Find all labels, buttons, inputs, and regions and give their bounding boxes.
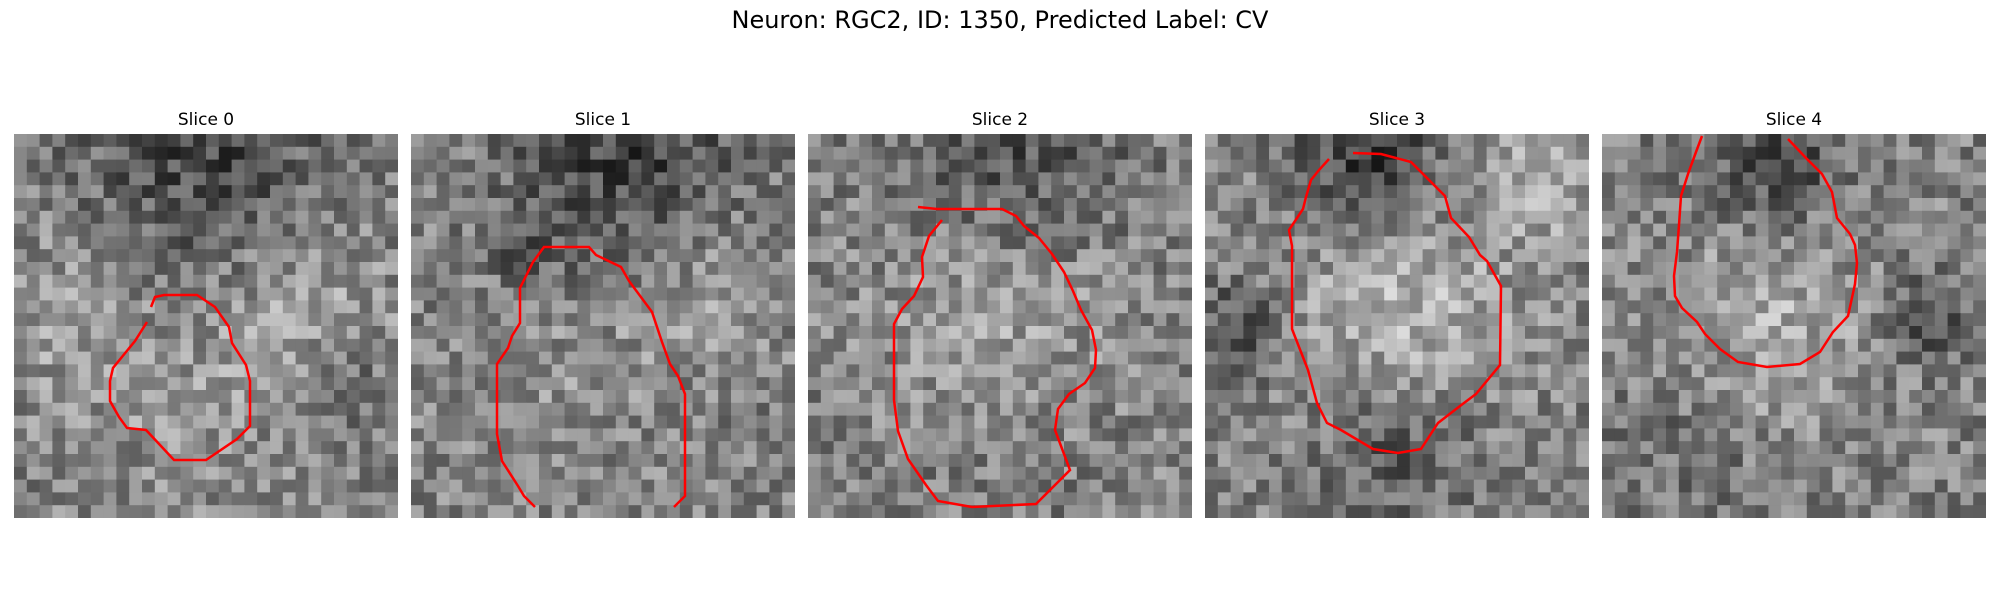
slice-image-4 [1602,134,1986,518]
slice-panel-4: Slice 4 [1602,108,1986,518]
neuron-contour [892,205,1098,509]
neuron-contour [495,245,687,508]
grayscale-pixels [1205,134,1589,518]
slice-title-0: Slice 0 [177,110,235,130]
slice-panel-0: Slice 0 [14,108,398,518]
figure-title: Neuron: RGC2, ID: 1350, Predicted Label:… [731,6,1269,34]
slice-image-0 [14,134,398,518]
neuron-contour [1287,151,1503,455]
grayscale-pixels [411,134,795,518]
neuron-contour [1672,135,1859,369]
grayscale-pixels [808,134,1192,518]
slice-panel-1: Slice 1 [411,108,795,518]
slice-title-4: Slice 4 [1765,110,1823,130]
slice-title-2: Slice 2 [971,110,1029,130]
slice-panel-3: Slice 3 [1205,108,1589,518]
grayscale-pixels [1602,134,1986,518]
slice-image-3 [1205,134,1589,518]
slice-image-2 [808,134,1192,518]
neuron-contour [108,293,252,462]
slice-title-3: Slice 3 [1368,110,1426,130]
slice-image-1 [411,134,795,518]
slice-title-1: Slice 1 [574,110,632,130]
slice-panel-2: Slice 2 [808,108,1192,518]
